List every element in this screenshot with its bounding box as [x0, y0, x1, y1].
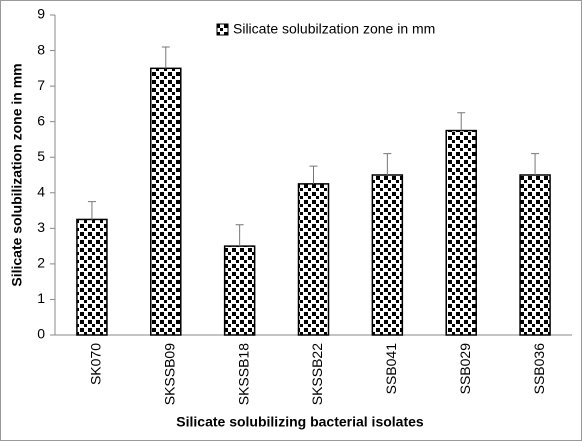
error-bar [457, 112, 466, 131]
bar [519, 174, 551, 336]
y-tick-label: 1 [37, 290, 45, 306]
legend-label: Silicate solubilzation zone in mm [233, 21, 435, 37]
error-bar [87, 201, 96, 220]
y-tick-label: 8 [37, 41, 45, 57]
y-tick-label: 4 [37, 183, 45, 199]
bar [223, 245, 256, 336]
bar [76, 218, 108, 336]
y-axis-label: Silicate solubilization zone in mm [9, 63, 25, 286]
bar [445, 129, 477, 336]
bar [297, 183, 330, 336]
error-bar [383, 153, 392, 175]
y-tick-label: 7 [37, 77, 45, 93]
x-axis-label: Silicate solubilizing bacterial isolates [176, 414, 424, 430]
x-tick-label: SSB036 [531, 343, 547, 395]
x-tick-label: SSB029 [457, 343, 473, 395]
x-tick-label: SKSSB18 [235, 343, 251, 405]
y-tick-label: 9 [37, 6, 45, 22]
y-tick-label: 0 [37, 326, 45, 342]
x-tick-label: SKSSB09 [161, 343, 177, 405]
error-bar [531, 153, 540, 175]
y-tick-label: 2 [37, 255, 45, 271]
y-tick-label: 3 [37, 219, 45, 235]
x-tick-label: SK070 [88, 343, 104, 385]
bar [150, 67, 182, 336]
y-tick-label: 5 [37, 148, 45, 164]
y-tick-label: 6 [37, 112, 45, 128]
error-bar [235, 224, 244, 247]
x-tick-label: SSB041 [383, 343, 399, 395]
legend-swatch [216, 23, 229, 36]
error-bar [309, 165, 318, 184]
x-tick-label: SKSSB22 [309, 343, 325, 405]
error-bar [161, 46, 170, 69]
bar [371, 174, 404, 336]
